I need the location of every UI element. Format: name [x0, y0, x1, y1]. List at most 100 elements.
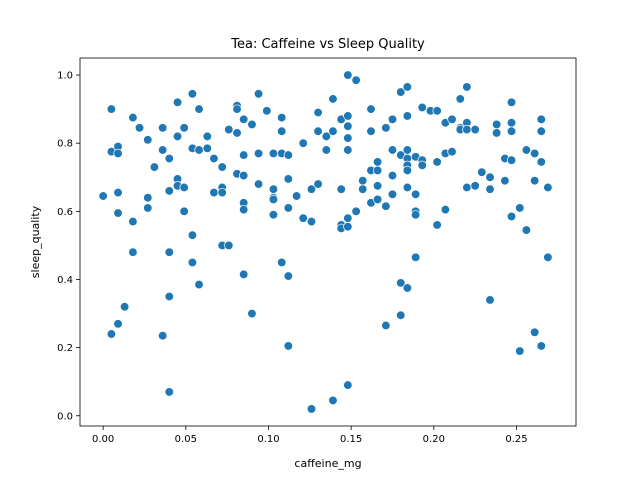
y-tick-label: 0.6	[57, 207, 73, 218]
data-point	[506, 97, 517, 107]
data-point	[247, 308, 257, 319]
data-point	[402, 111, 413, 121]
data-point	[313, 107, 323, 118]
data-point	[313, 126, 323, 136]
plot-frame	[79, 57, 577, 427]
data-point	[209, 187, 219, 198]
data-point	[224, 240, 234, 251]
data-point	[432, 220, 442, 230]
data-point	[372, 165, 383, 176]
data-point	[283, 271, 293, 281]
data-point	[202, 143, 212, 153]
data-point	[98, 191, 108, 201]
data-point	[128, 216, 138, 227]
data-point	[217, 162, 227, 172]
y-tick-label: 0.4	[57, 275, 73, 286]
data-point	[506, 155, 517, 165]
data-point	[417, 160, 427, 170]
data-point	[113, 319, 123, 329]
chart-title: Tea: Caffeine vs Sleep Quality	[230, 37, 425, 52]
data-point	[128, 112, 138, 123]
data-point	[106, 104, 117, 114]
x-tick-label: 0.10	[257, 434, 279, 445]
data-point	[283, 150, 293, 160]
data-point	[232, 104, 242, 114]
data-point	[417, 102, 427, 113]
x-tick-label: 0.00	[92, 434, 114, 445]
data-point	[283, 174, 293, 184]
data-point	[530, 148, 540, 159]
data-point	[268, 210, 279, 220]
data-point	[351, 75, 361, 85]
data-point	[306, 216, 317, 227]
data-point	[343, 213, 353, 223]
data-point	[328, 126, 338, 136]
data-point	[321, 131, 331, 142]
data-point	[328, 395, 338, 406]
data-point	[381, 123, 391, 133]
data-point	[113, 187, 123, 198]
data-point	[543, 252, 553, 262]
data-point	[470, 124, 480, 135]
data-point	[462, 82, 472, 92]
data-point	[239, 114, 249, 124]
data-point	[306, 184, 317, 194]
data-point	[164, 186, 174, 196]
data-point	[402, 182, 413, 193]
data-point	[402, 145, 413, 155]
data-point	[366, 126, 376, 136]
data-point	[432, 157, 442, 167]
data-point	[462, 182, 472, 193]
data-point	[268, 194, 279, 205]
y-tick-label: 1.0	[57, 71, 73, 82]
data-point	[313, 179, 323, 189]
data-point	[396, 87, 406, 97]
data-point	[187, 257, 198, 268]
data-point	[247, 119, 257, 130]
data-point	[239, 204, 249, 215]
data-point	[164, 291, 174, 302]
data-point	[134, 123, 145, 133]
data-point	[298, 138, 308, 148]
points-layer	[98, 70, 553, 414]
data-point	[372, 194, 383, 205]
data-point	[470, 181, 480, 191]
y-tick-label: 0.0	[57, 411, 73, 422]
x-tick-label: 0.20	[423, 434, 445, 445]
data-point	[239, 170, 249, 181]
data-point	[106, 329, 117, 339]
data-point	[194, 145, 204, 155]
data-point	[179, 206, 189, 216]
data-point	[485, 172, 495, 182]
data-point	[515, 203, 525, 213]
data-point	[164, 153, 174, 164]
data-point	[381, 320, 391, 331]
data-point	[491, 128, 502, 138]
data-point	[410, 189, 421, 199]
data-point	[164, 247, 174, 257]
data-point	[455, 94, 465, 104]
data-point	[268, 148, 279, 159]
data-point	[462, 124, 472, 135]
x-tick-label: 0.15	[340, 434, 362, 445]
data-point	[194, 279, 204, 290]
x-axis-label: caffeine_mg	[294, 457, 361, 470]
data-point	[343, 380, 353, 390]
data-point	[530, 327, 540, 337]
data-point	[491, 119, 502, 130]
data-point	[387, 189, 398, 199]
data-point	[447, 147, 457, 157]
data-point	[372, 157, 383, 167]
data-point	[432, 106, 442, 116]
x-axis: 0.00 0.05 0.10 0.15 0.20 0.25	[92, 426, 528, 445]
data-point	[253, 89, 264, 99]
data-point	[366, 104, 376, 114]
data-point	[536, 341, 546, 351]
data-point	[477, 167, 487, 177]
data-point	[239, 269, 249, 280]
data-point	[328, 94, 338, 104]
y-tick-label: 0.2	[57, 343, 73, 354]
data-point	[536, 126, 546, 136]
data-point	[194, 104, 204, 114]
